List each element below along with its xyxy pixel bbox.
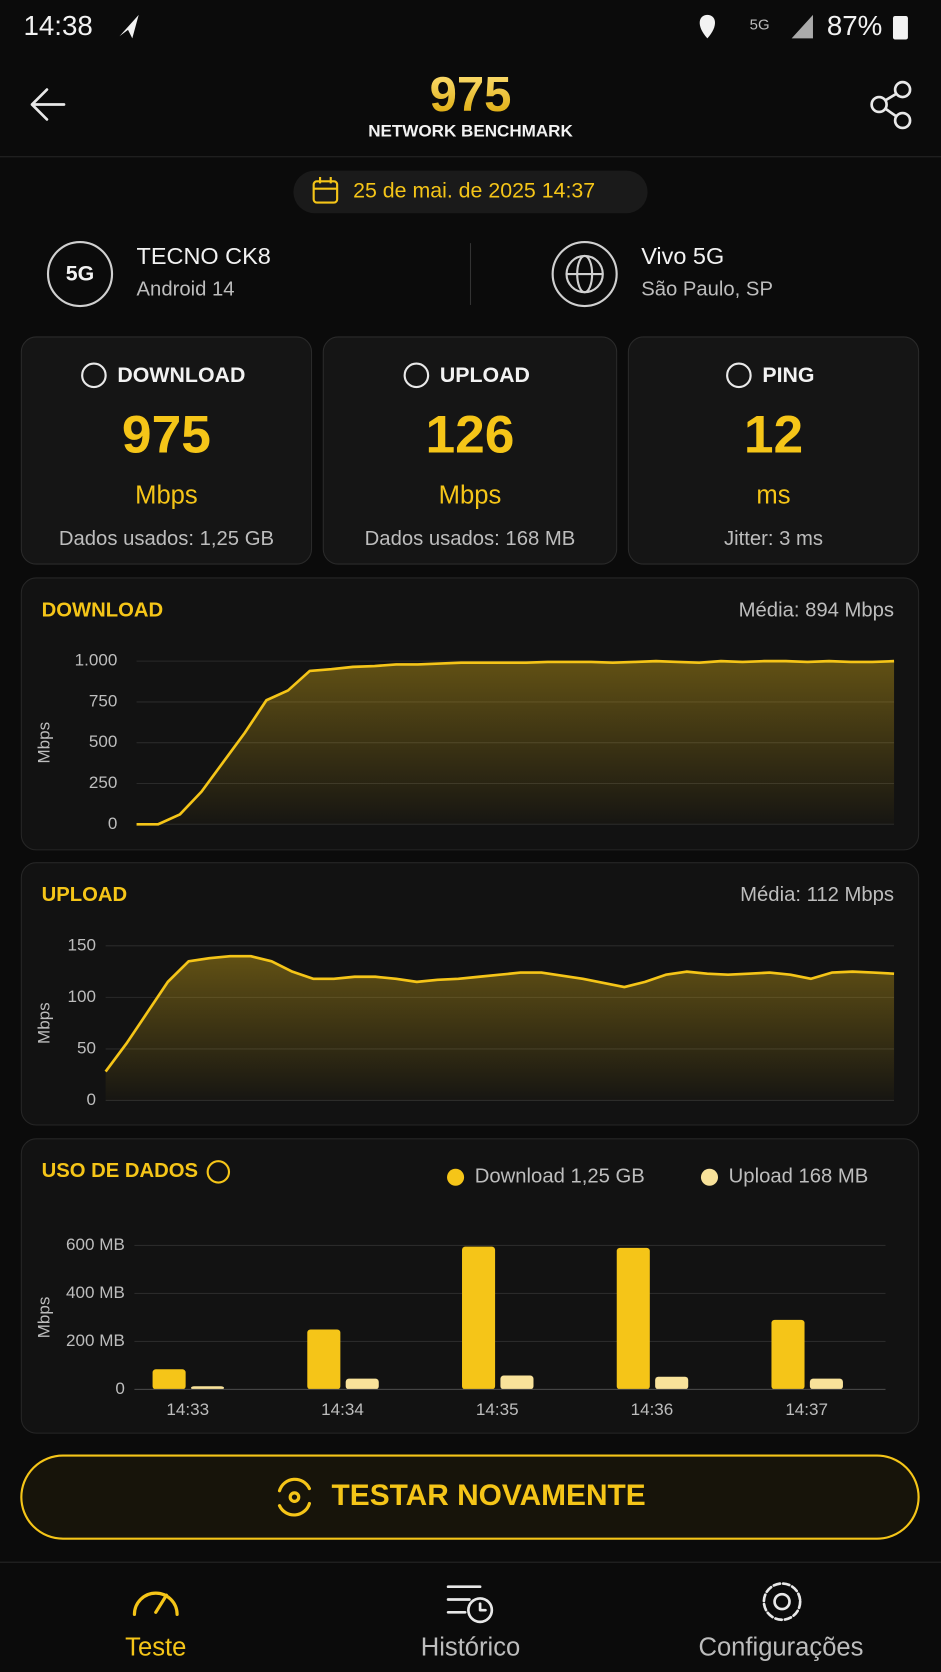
y-tick-label: 0 — [87, 1090, 96, 1109]
bar — [809, 1378, 843, 1390]
bar — [345, 1378, 379, 1390]
y-tick-label: 0 — [108, 814, 117, 833]
logo: 975 — [430, 68, 512, 122]
network-location: São Paulo, SP — [641, 278, 773, 300]
status-battery: 87% — [827, 10, 882, 41]
stat-card — [20, 336, 313, 565]
chart-title: UPLOAD — [42, 884, 128, 906]
bar — [771, 1319, 805, 1390]
stat-note: Jitter: 3 ms — [724, 528, 823, 550]
legend-dot — [447, 1168, 465, 1186]
y-tick-label: 150 — [68, 935, 96, 954]
chart-title: DOWNLOAD — [42, 599, 164, 621]
bar — [307, 1329, 341, 1390]
status-network: 5G — [750, 17, 770, 34]
logo-subtitle: NETWORK BENCHMARK — [368, 122, 573, 141]
nav-settings[interactable]: Configurações — [698, 1633, 863, 1661]
nav-settings-icon — [762, 1582, 802, 1622]
y-tick-label: 400 MB — [66, 1283, 125, 1302]
x-tick-label: 14:33 — [166, 1400, 209, 1419]
y-tick-label: 750 — [89, 691, 117, 710]
signal-icon — [791, 14, 813, 39]
y-tick-label: 100 — [68, 987, 96, 1006]
x-tick-label: 14:37 — [785, 1400, 828, 1419]
location-icon — [699, 14, 715, 39]
device-name: TECNO CK8 — [137, 243, 271, 269]
area — [136, 661, 895, 825]
stat-title: UPLOAD — [440, 363, 530, 387]
retest-label: TESTAR NOVAMENTE — [332, 1479, 646, 1512]
nav-history-icon — [446, 1585, 494, 1624]
bar — [616, 1247, 650, 1390]
back-button[interactable] — [30, 88, 66, 121]
bar — [462, 1246, 496, 1390]
stat-title: DOWNLOAD — [117, 363, 245, 387]
legend-dot — [700, 1168, 719, 1186]
y-tick-label: 500 — [89, 732, 117, 751]
line — [104, 954, 895, 1073]
bar — [500, 1375, 534, 1390]
chart-subtitle: Média: 894 Mbps — [739, 599, 894, 621]
calendar-icon — [312, 177, 339, 204]
nav-test-icon — [132, 1591, 179, 1617]
battery-icon — [892, 15, 908, 40]
date-pill — [293, 170, 648, 214]
stat-icon — [403, 362, 430, 389]
stat-value: 126 — [425, 405, 514, 464]
x-tick-label: 14:34 — [321, 1400, 364, 1419]
stat-card — [322, 336, 618, 565]
y-tick-label: 1.000 — [75, 651, 118, 670]
x-tick-label: 14:36 — [631, 1400, 674, 1419]
retest-button[interactable] — [20, 1454, 920, 1540]
status-time: 14:38 — [23, 10, 92, 41]
globe-icon — [551, 240, 618, 308]
device-badge — [46, 240, 114, 308]
stat-icon — [81, 362, 107, 389]
area — [105, 956, 895, 1101]
y-tick-label: 50 — [77, 1038, 96, 1057]
stat-unit: Mbps — [439, 482, 502, 510]
legend-label: Download 1,25 GB — [475, 1166, 645, 1188]
y-tick-label: 0 — [115, 1379, 124, 1398]
y-axis-label: Mbps — [34, 722, 53, 764]
network-name: Vivo 5G — [641, 243, 724, 269]
chart-title: USO DE DADOS — [42, 1160, 198, 1182]
stat-unit: ms — [756, 482, 790, 510]
y-tick-label: 600 MB — [66, 1235, 125, 1254]
stat-title: PING — [762, 363, 814, 387]
stat-note: Dados usados: 168 MB — [365, 528, 576, 550]
stat-icon — [726, 362, 752, 389]
nav-history[interactable]: Histórico — [421, 1633, 521, 1661]
device-badge-text: 5G — [66, 262, 94, 286]
retest-icon — [277, 1477, 311, 1517]
info-icon — [206, 1160, 231, 1184]
share-button[interactable] — [870, 80, 912, 130]
legend-label: Upload 168 MB — [729, 1166, 869, 1188]
stat-note: Dados usados: 1,25 GB — [59, 528, 274, 550]
y-tick-label: 200 MB — [66, 1331, 125, 1350]
stat-value: 12 — [744, 405, 803, 464]
y-axis-label: Mbps — [34, 1297, 53, 1339]
x-tick-label: 14:35 — [476, 1400, 519, 1419]
date: 25 de mai. de 2025 14:37 — [353, 179, 595, 203]
bar — [190, 1386, 225, 1390]
device-os: Android 14 — [137, 278, 235, 300]
stat-value: 975 — [122, 405, 211, 464]
y-axis-label: Mbps — [34, 1002, 53, 1044]
y-tick-label: 250 — [89, 773, 117, 792]
stat-card — [627, 336, 920, 565]
nav-icon — [119, 14, 139, 39]
bar — [655, 1376, 689, 1390]
nav-test[interactable]: Teste — [125, 1633, 186, 1661]
bar — [152, 1369, 186, 1390]
line — [136, 659, 895, 826]
stat-unit: Mbps — [135, 482, 198, 510]
chart-subtitle: Média: 112 Mbps — [740, 884, 894, 906]
